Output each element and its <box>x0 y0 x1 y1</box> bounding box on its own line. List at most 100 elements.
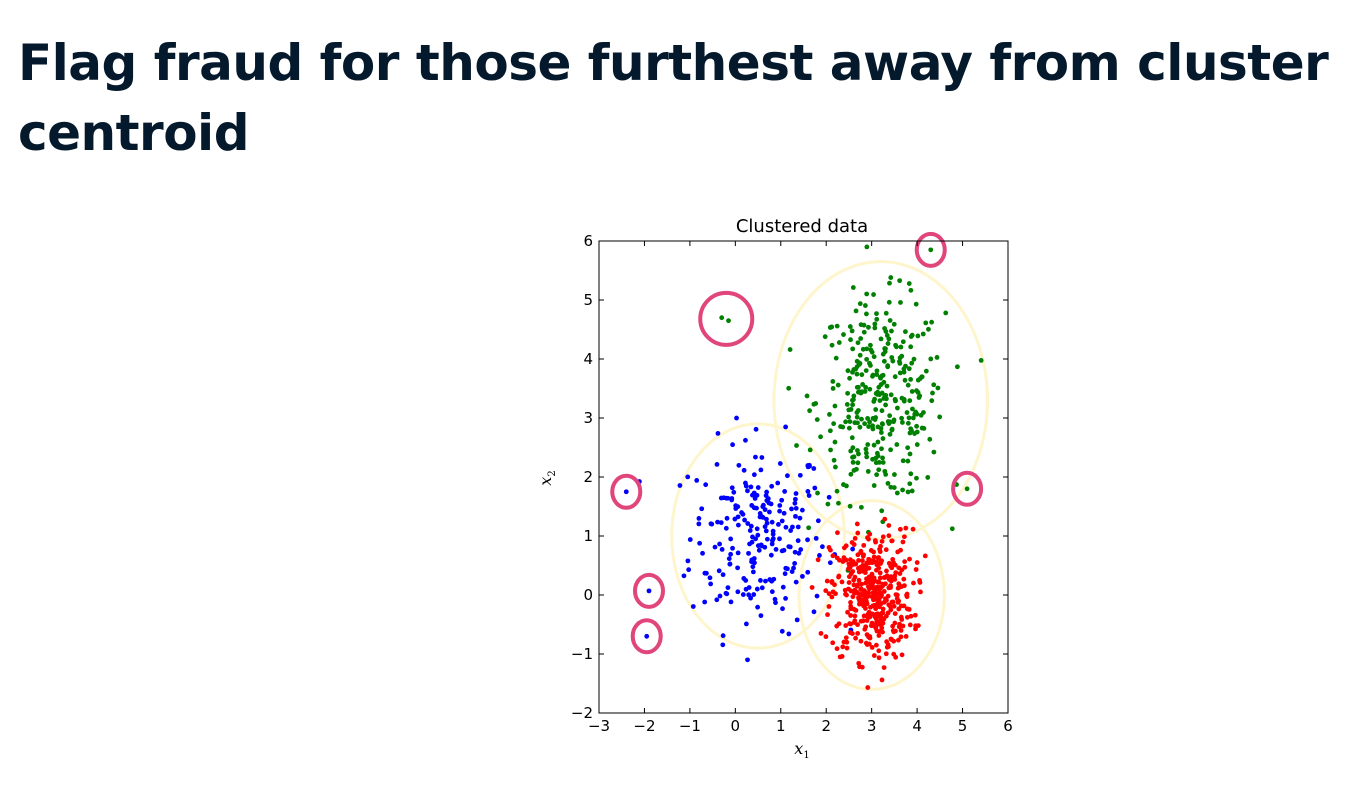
data-point <box>727 561 733 567</box>
data-point <box>779 548 785 554</box>
data-point <box>854 414 860 420</box>
data-point <box>790 524 795 530</box>
data-point <box>720 572 726 578</box>
data-point <box>888 574 894 580</box>
data-point <box>914 560 920 565</box>
data-point <box>863 368 869 373</box>
data-point <box>798 547 804 552</box>
data-point <box>878 601 884 607</box>
data-point <box>742 517 747 523</box>
data-point <box>831 421 837 427</box>
data-point <box>874 311 879 317</box>
data-point <box>919 374 925 380</box>
data-point <box>769 541 775 547</box>
data-point <box>793 513 798 519</box>
data-point <box>874 316 880 322</box>
data-point <box>763 528 769 534</box>
y-axis-label: x2 <box>536 470 558 485</box>
data-point <box>928 356 934 362</box>
data-point <box>895 405 900 411</box>
data-point <box>841 332 846 337</box>
data-point <box>839 579 845 585</box>
data-point <box>864 244 870 250</box>
data-point <box>796 550 802 556</box>
data-point <box>908 287 914 293</box>
data-point <box>910 526 916 532</box>
data-point <box>850 546 856 552</box>
outlier-ring <box>951 470 984 507</box>
data-point <box>867 531 873 537</box>
data-point <box>884 639 890 645</box>
data-point <box>773 546 779 552</box>
data-point <box>770 536 776 541</box>
data-point <box>864 642 870 647</box>
data-point <box>726 556 732 562</box>
data-point <box>750 492 755 498</box>
data-point <box>728 551 734 557</box>
data-point <box>872 321 878 327</box>
data-point <box>836 500 841 506</box>
data-point <box>907 451 913 457</box>
data-point <box>845 368 851 374</box>
data-point <box>849 328 855 334</box>
data-point <box>845 609 850 615</box>
data-point <box>873 415 879 420</box>
data-point <box>910 415 916 421</box>
y-tick-label: 4 <box>583 350 593 368</box>
outlier-point <box>928 247 934 253</box>
data-point <box>891 560 896 566</box>
data-point <box>914 442 920 447</box>
data-point <box>783 524 789 530</box>
data-point <box>746 585 752 590</box>
data-point <box>905 458 911 464</box>
data-point <box>885 341 891 346</box>
data-point <box>851 393 857 399</box>
data-point <box>827 428 833 434</box>
data-point <box>748 595 754 601</box>
data-point <box>884 568 889 574</box>
data-point <box>865 685 871 690</box>
data-point <box>897 370 903 376</box>
data-point <box>819 544 825 550</box>
data-point <box>864 346 870 352</box>
data-point <box>895 549 901 555</box>
data-point <box>850 285 856 290</box>
data-point <box>754 505 759 511</box>
data-point <box>775 480 781 486</box>
data-point <box>805 463 811 468</box>
data-point <box>769 589 775 595</box>
data-point <box>900 539 906 545</box>
data-point <box>901 534 907 540</box>
data-point <box>825 501 831 507</box>
data-point <box>841 482 846 487</box>
data-point <box>888 563 894 569</box>
data-point <box>871 354 877 360</box>
data-point <box>899 652 905 658</box>
data-point <box>862 303 868 308</box>
data-point <box>892 573 898 579</box>
x-tick-label: 3 <box>867 717 877 735</box>
data-point <box>758 578 763 583</box>
outlier-ring <box>914 231 947 268</box>
data-point <box>856 577 862 583</box>
data-point <box>895 637 901 643</box>
data-point <box>847 557 853 563</box>
data-point <box>897 355 903 361</box>
data-point <box>871 442 877 448</box>
data-point <box>876 633 882 638</box>
data-point <box>725 585 731 591</box>
data-point <box>851 367 857 372</box>
data-point <box>897 526 903 532</box>
data-point <box>776 522 781 527</box>
outlier-highlight-rings <box>610 231 984 655</box>
data-point <box>731 489 737 495</box>
data-point <box>826 604 832 609</box>
data-point <box>811 401 817 407</box>
data-point <box>896 598 902 604</box>
data-point <box>853 635 858 641</box>
data-point <box>879 421 885 427</box>
data-point <box>926 326 931 332</box>
data-point <box>843 635 849 641</box>
data-point <box>865 469 871 474</box>
data-point <box>826 494 832 500</box>
